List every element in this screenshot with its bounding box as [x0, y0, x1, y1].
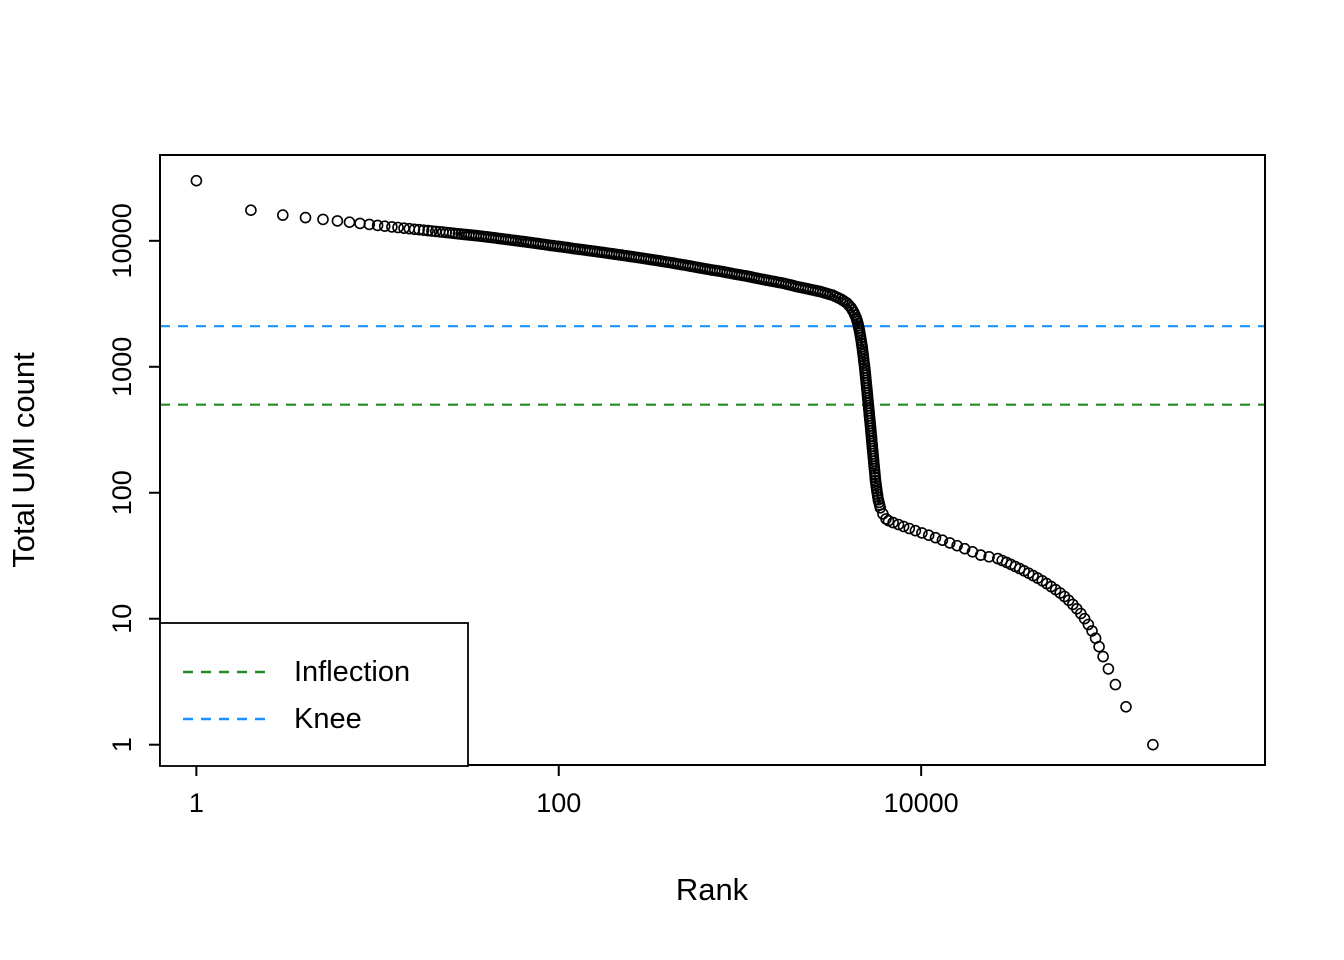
y-tick-label: 1000: [107, 337, 137, 397]
data-point: [1078, 612, 1091, 625]
data-point: [417, 224, 430, 236]
y-tick-label: 10000: [107, 203, 137, 278]
x-tick-label: 10000: [884, 788, 959, 818]
data-point: [1109, 678, 1122, 691]
data-point: [408, 223, 421, 236]
y-axis-title: Total UMI count: [6, 352, 41, 568]
legend-label-knee: Knee: [294, 703, 362, 735]
data-point: [245, 204, 257, 216]
data-point: [1147, 738, 1159, 751]
data-point: [343, 216, 356, 228]
data-point: [922, 529, 935, 542]
legend-label-inflection: Inflection: [294, 656, 410, 688]
data-point: [190, 174, 203, 187]
x-axis-title: Rank: [676, 872, 749, 907]
y-tick-label: 100: [107, 470, 137, 515]
data-point: [426, 225, 438, 237]
data-point: [897, 520, 910, 533]
data-point: [354, 217, 366, 230]
x-tick-label: 100: [536, 788, 581, 818]
data-point: [413, 223, 425, 236]
data-point: [371, 219, 384, 232]
data-point: [1062, 594, 1075, 607]
data-point: [378, 220, 391, 232]
reference-lines: [160, 325, 1265, 406]
data-point: [943, 537, 956, 549]
data-point: [1093, 640, 1105, 653]
scatter-points: [190, 174, 1159, 751]
data-point: [958, 542, 971, 555]
data-point: [1082, 618, 1095, 631]
data-point: [951, 539, 963, 552]
plot-border: [159, 154, 1266, 766]
data-point: [974, 549, 987, 561]
data-point: [903, 522, 916, 535]
data-point: [936, 534, 949, 547]
data-point: [874, 501, 887, 514]
data-point: [317, 213, 329, 226]
legend-box: [159, 622, 469, 767]
data-point: [331, 215, 344, 227]
data-point: [386, 221, 398, 233]
data-point: [392, 221, 404, 234]
data-point: [892, 518, 905, 531]
data-point: [299, 211, 312, 224]
data-point: [1120, 700, 1132, 713]
data-point: [422, 224, 434, 237]
data-point: [916, 527, 928, 539]
y-tick-label: 10: [107, 604, 137, 634]
data-point: [1097, 650, 1109, 663]
x-tick-label: 1: [189, 788, 204, 818]
data-point: [276, 209, 289, 221]
data-point: [983, 550, 995, 563]
data-point: [363, 218, 376, 231]
data-point: [929, 531, 942, 544]
data-point: [887, 516, 899, 529]
data-point: [1102, 663, 1115, 675]
y-tick-label: 1: [107, 737, 137, 752]
data-point: [909, 524, 922, 537]
legend: Inflection Knee: [159, 622, 469, 767]
axis-ticks: 1 100 10000 1 10 100 1000 10000: [107, 203, 959, 818]
